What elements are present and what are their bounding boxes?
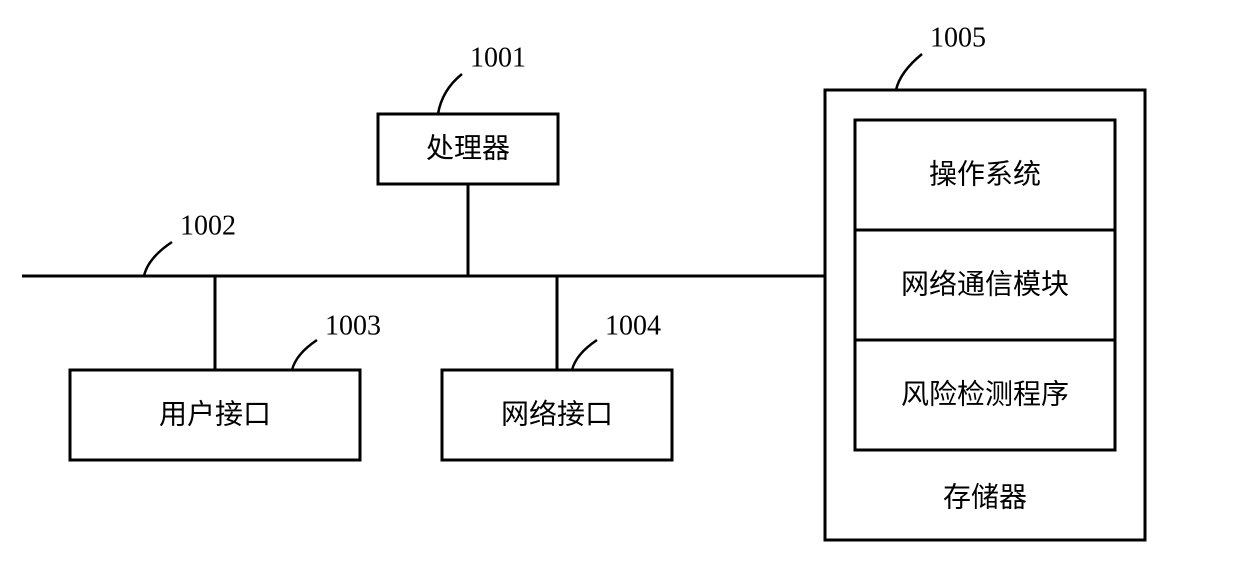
callout-leader-1004: [572, 340, 597, 370]
memory-item-2-label: 风险检测程序: [901, 378, 1069, 410]
callout-label-1003: 1003: [325, 310, 381, 341]
callout-leader-1005: [896, 54, 922, 90]
memory-label: 存储器: [943, 481, 1027, 513]
memory-item-1-label: 网络通信模块: [901, 268, 1069, 300]
callout-label-1005: 1005: [930, 22, 986, 53]
processor-label: 处理器: [426, 132, 510, 164]
system-block-diagram: 处理器 用户接口 网络接口 存储器 操作系统 网络通信模块 风险检测程序 100…: [0, 0, 1240, 586]
callout-label-1002: 1002: [180, 210, 236, 241]
callout-leader-1002: [144, 242, 172, 276]
memory-item-0-label: 操作系统: [929, 158, 1041, 190]
user-interface-label: 用户接口: [159, 398, 271, 430]
network-interface-label: 网络接口: [501, 398, 613, 430]
callout-leader-1003: [292, 340, 317, 370]
callout-label-1004: 1004: [605, 310, 661, 341]
callout-leader-1001: [438, 74, 462, 114]
callout-label-1001: 1001: [470, 42, 526, 73]
